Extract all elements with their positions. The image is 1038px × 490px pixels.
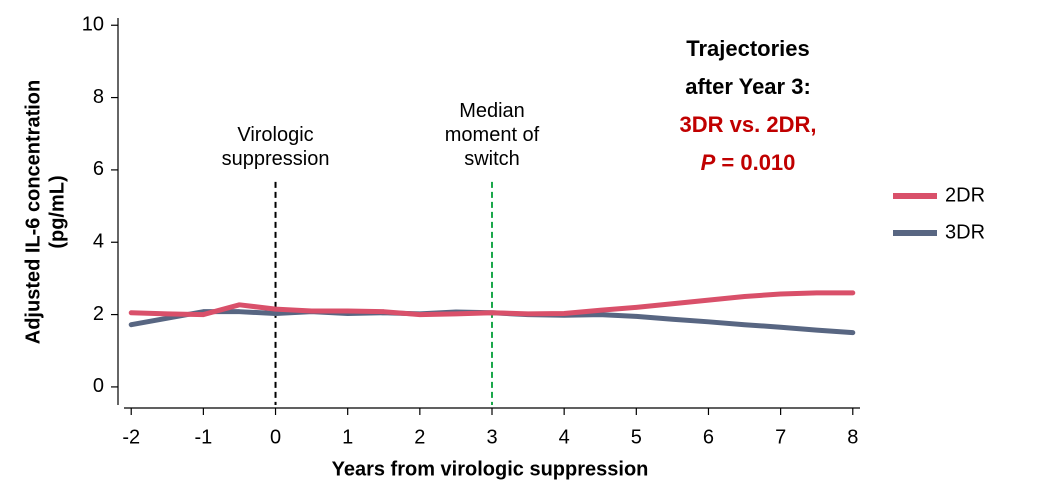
annotation-highlight: 3DR vs. 2DR, (680, 112, 817, 137)
reference-label: switch (464, 148, 520, 170)
x-tick-label: 4 (559, 426, 570, 448)
y-tick-label: 6 (93, 158, 104, 180)
x-tick-label: 2 (414, 426, 425, 448)
p-symbol: P (701, 150, 716, 175)
y-tick-label: 10 (82, 14, 104, 36)
legend-label: 2DR (945, 184, 985, 206)
x-tick-label: 7 (775, 426, 786, 448)
legend-label: 3DR (945, 221, 985, 243)
y-tick-label: 4 (93, 231, 104, 253)
y-tick-label: 2 (93, 303, 104, 325)
y-tick-label: 0 (93, 375, 104, 397)
x-tick-label: 0 (270, 426, 281, 448)
x-tick-label: 5 (631, 426, 642, 448)
reference-label: Median (459, 100, 525, 122)
p-text: = 0.010 (721, 150, 795, 175)
series-line (128, 290, 856, 318)
y-tick-label: 8 (93, 86, 104, 108)
y-axis-label: Adjusted IL-6 concentration (22, 80, 44, 344)
y-axis-label: (pg/mL) (46, 175, 68, 248)
x-tick-label: 8 (847, 426, 858, 448)
x-axis-label: Years from virologic suppression (332, 458, 649, 480)
x-tick-label: 1 (342, 426, 353, 448)
x-tick-label: 6 (703, 426, 714, 448)
x-tick-label: -2 (122, 426, 140, 448)
annotation: Trajectories (686, 36, 810, 61)
x-tick-label: -1 (194, 426, 212, 448)
annotation-p: P = 0.010 (701, 150, 796, 175)
reference-label: Virologic (237, 124, 313, 146)
reference-label: moment of (445, 124, 540, 146)
annotation: after Year 3: (685, 74, 811, 99)
reference-label: suppression (222, 148, 330, 170)
x-tick-label: 3 (486, 426, 497, 448)
